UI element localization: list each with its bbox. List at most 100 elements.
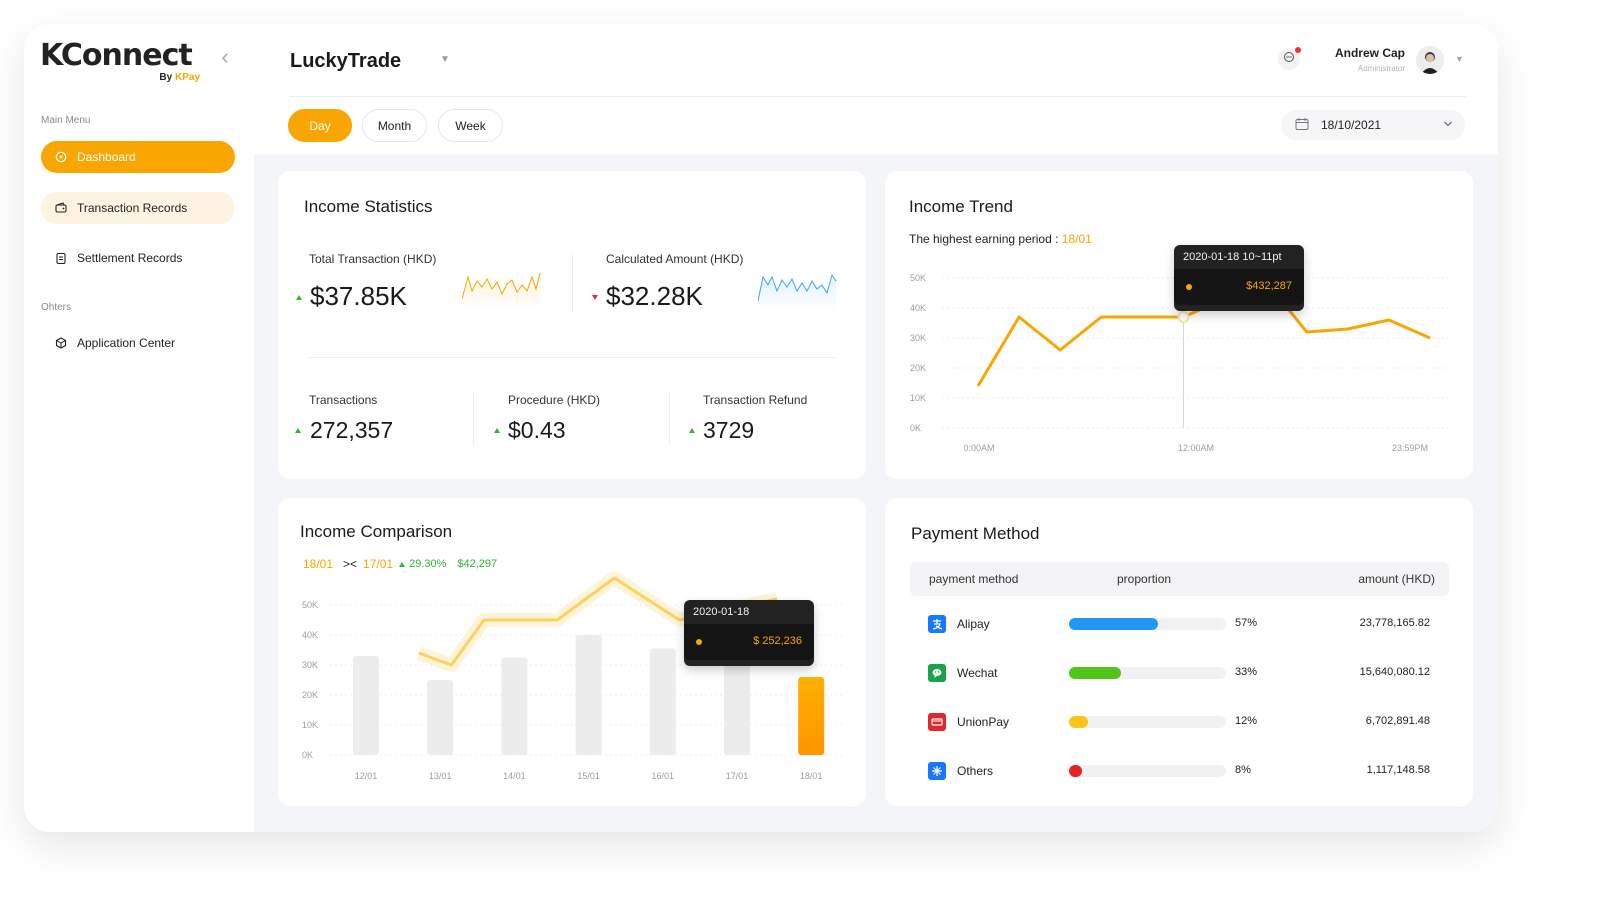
- payment-amount: 23,778,165.82: [1359, 617, 1430, 629]
- proportion-percent: 33%: [1235, 666, 1258, 678]
- bar: [501, 657, 528, 755]
- highest-value: 18/01: [1061, 232, 1092, 246]
- kconnect-logo[interactable]: KConnect By KPay: [40, 38, 210, 88]
- compare-change-pct: 29.30%: [409, 558, 447, 570]
- y-tick-label: 20K: [910, 363, 926, 373]
- table-row[interactable]: UnionPay 12% 6,702,891.48: [910, 707, 1449, 737]
- x-tick-label: 13/01: [429, 771, 452, 781]
- x-tick-label: 12:00AM: [1178, 443, 1214, 453]
- y-tick-label: 40K: [910, 303, 926, 313]
- tooltip-series-dot: [696, 639, 702, 645]
- wallet-icon: [55, 202, 67, 214]
- logo-byline: By KPay: [159, 72, 200, 83]
- calculated-amount-sparkline: [758, 273, 837, 311]
- unionpay-icon: [928, 713, 946, 731]
- stat-divider: [572, 253, 573, 311]
- tooltip-title: 2020-01-18 10~11pt: [1183, 251, 1282, 263]
- tooltip-series-dot: [1186, 284, 1192, 290]
- transactions-label: Transactions: [309, 393, 378, 407]
- wechat-icon: [928, 664, 946, 682]
- income-comparison-chart[interactable]: 0K 10K 20K 30K 40K 50K 12/01 13/01 14/01 15/01 16/…: [278, 498, 866, 806]
- x-tick-label: 23:59PM: [1392, 443, 1428, 453]
- y-tick-label: 20K: [302, 690, 318, 700]
- stat-separator: [308, 357, 836, 358]
- bar: [353, 656, 379, 755]
- table-row[interactable]: Others 8% 1,117,148.58: [910, 756, 1449, 786]
- logo-brand: KPay: [174, 72, 200, 83]
- header-divider: [290, 96, 1466, 97]
- column-header: payment method: [929, 572, 1019, 586]
- compare-date-a: 18/01: [303, 557, 334, 571]
- procedure-label: Procedure (HKD): [508, 393, 601, 407]
- proportion-fill: [1069, 667, 1121, 679]
- proportion-fill: [1069, 618, 1159, 630]
- avatar[interactable]: [1416, 46, 1444, 74]
- highlight-point: [1177, 311, 1190, 323]
- clipboard-icon: [55, 252, 67, 264]
- period-tab-month[interactable]: Month: [362, 109, 427, 142]
- sidebar-item-label: Settlement Records: [77, 251, 183, 265]
- period-tab-day[interactable]: Day: [288, 109, 352, 142]
- y-tick-label: 0K: [302, 750, 313, 760]
- x-tick-label: 16/01: [652, 771, 675, 781]
- transactions-value: 272,357: [310, 417, 394, 443]
- sidebar-item-transaction-records[interactable]: Transaction Records: [41, 192, 235, 224]
- date-picker[interactable]: 18/10/2021: [1281, 110, 1465, 140]
- period-tab-week[interactable]: Week: [438, 109, 503, 142]
- app-window: KConnect By KPay ‹ Main Menu Dashboard T…: [24, 24, 1498, 832]
- trend-up-icon: [494, 428, 500, 433]
- total-transaction-label: Total Transaction (HKD): [309, 252, 437, 266]
- logo-text: KConnect: [40, 38, 193, 73]
- date-value: 18/10/2021: [1321, 118, 1382, 132]
- proportion-percent: 12%: [1235, 715, 1258, 727]
- x-tick-label: 18/01: [800, 771, 823, 781]
- table-row[interactable]: Alipay 57% 23,778,165.82: [910, 609, 1449, 639]
- sidebar: KConnect By KPay ‹ Main Menu Dashboard T…: [24, 24, 254, 832]
- user-role: Administrator: [1357, 64, 1405, 73]
- y-tick-label: 30K: [910, 333, 926, 343]
- sidebar-item-dashboard[interactable]: Dashboard: [41, 141, 235, 173]
- income-trend-chart[interactable]: 0K 10K 20K 30K 40K 50K 0:00AM 12:00AM 23:59PM: [885, 171, 1473, 479]
- user-name[interactable]: Andrew Cap: [1334, 46, 1405, 60]
- calendar-icon: [1295, 117, 1309, 134]
- merchant-selector[interactable]: LuckyTrade: [290, 50, 402, 72]
- dashboard-icon: [55, 151, 67, 163]
- sidebar-item-settlement-records[interactable]: Settlement Records: [41, 242, 235, 274]
- payment-name: Others: [957, 764, 994, 778]
- user-menu-caret-icon[interactable]: ▼: [1455, 54, 1464, 64]
- tooltip-value: $432,287: [1246, 280, 1292, 292]
- logo-by: By: [159, 72, 173, 83]
- bar: [724, 653, 750, 755]
- trend-down-icon: [592, 295, 598, 300]
- x-tick-label: 12/01: [355, 771, 378, 781]
- y-tick-label: 30K: [302, 660, 318, 670]
- tooltip-value: $ 252,236: [753, 635, 802, 647]
- sidebar-item-label: Transaction Records: [77, 201, 188, 215]
- x-tick-label: 0:00AM: [963, 443, 994, 453]
- column-header: amount (HKD): [1358, 572, 1435, 586]
- others-icon: [928, 762, 946, 780]
- x-tick-label: 17/01: [726, 771, 749, 781]
- payment-table-header: payment method proportion amount (HKD): [910, 562, 1449, 596]
- refund-label: Transaction Refund: [703, 393, 808, 407]
- table-row[interactable]: Wechat 33% 15,640,080.12: [910, 658, 1449, 688]
- y-tick-label: 0K: [910, 423, 921, 433]
- total-transaction-value: $37.85K: [310, 281, 407, 311]
- others-title: Ohters: [41, 302, 72, 313]
- chat-icon: [1283, 50, 1295, 68]
- stat-divider: [473, 393, 474, 445]
- payment-amount: 6,702,891.48: [1365, 715, 1430, 727]
- caret-down-icon[interactable]: ▼: [440, 54, 450, 65]
- bar: [649, 648, 676, 755]
- card-title: Payment Method: [911, 524, 1040, 543]
- header: LuckyTrade ▼ Andrew Cap Administrator ▼ …: [254, 24, 1498, 154]
- column-header: proportion: [1117, 572, 1172, 586]
- y-tick-label: 50K: [302, 600, 318, 610]
- collapse-sidebar-icon[interactable]: ‹: [221, 44, 229, 69]
- payment-amount: 1,117,148.58: [1366, 764, 1430, 776]
- bar: [427, 680, 454, 755]
- message-button[interactable]: [1278, 47, 1301, 70]
- proportion-bar: [1069, 765, 1226, 777]
- procedure-value: $0.43: [508, 417, 566, 443]
- sidebar-item-application-center[interactable]: Application Center: [41, 327, 235, 359]
